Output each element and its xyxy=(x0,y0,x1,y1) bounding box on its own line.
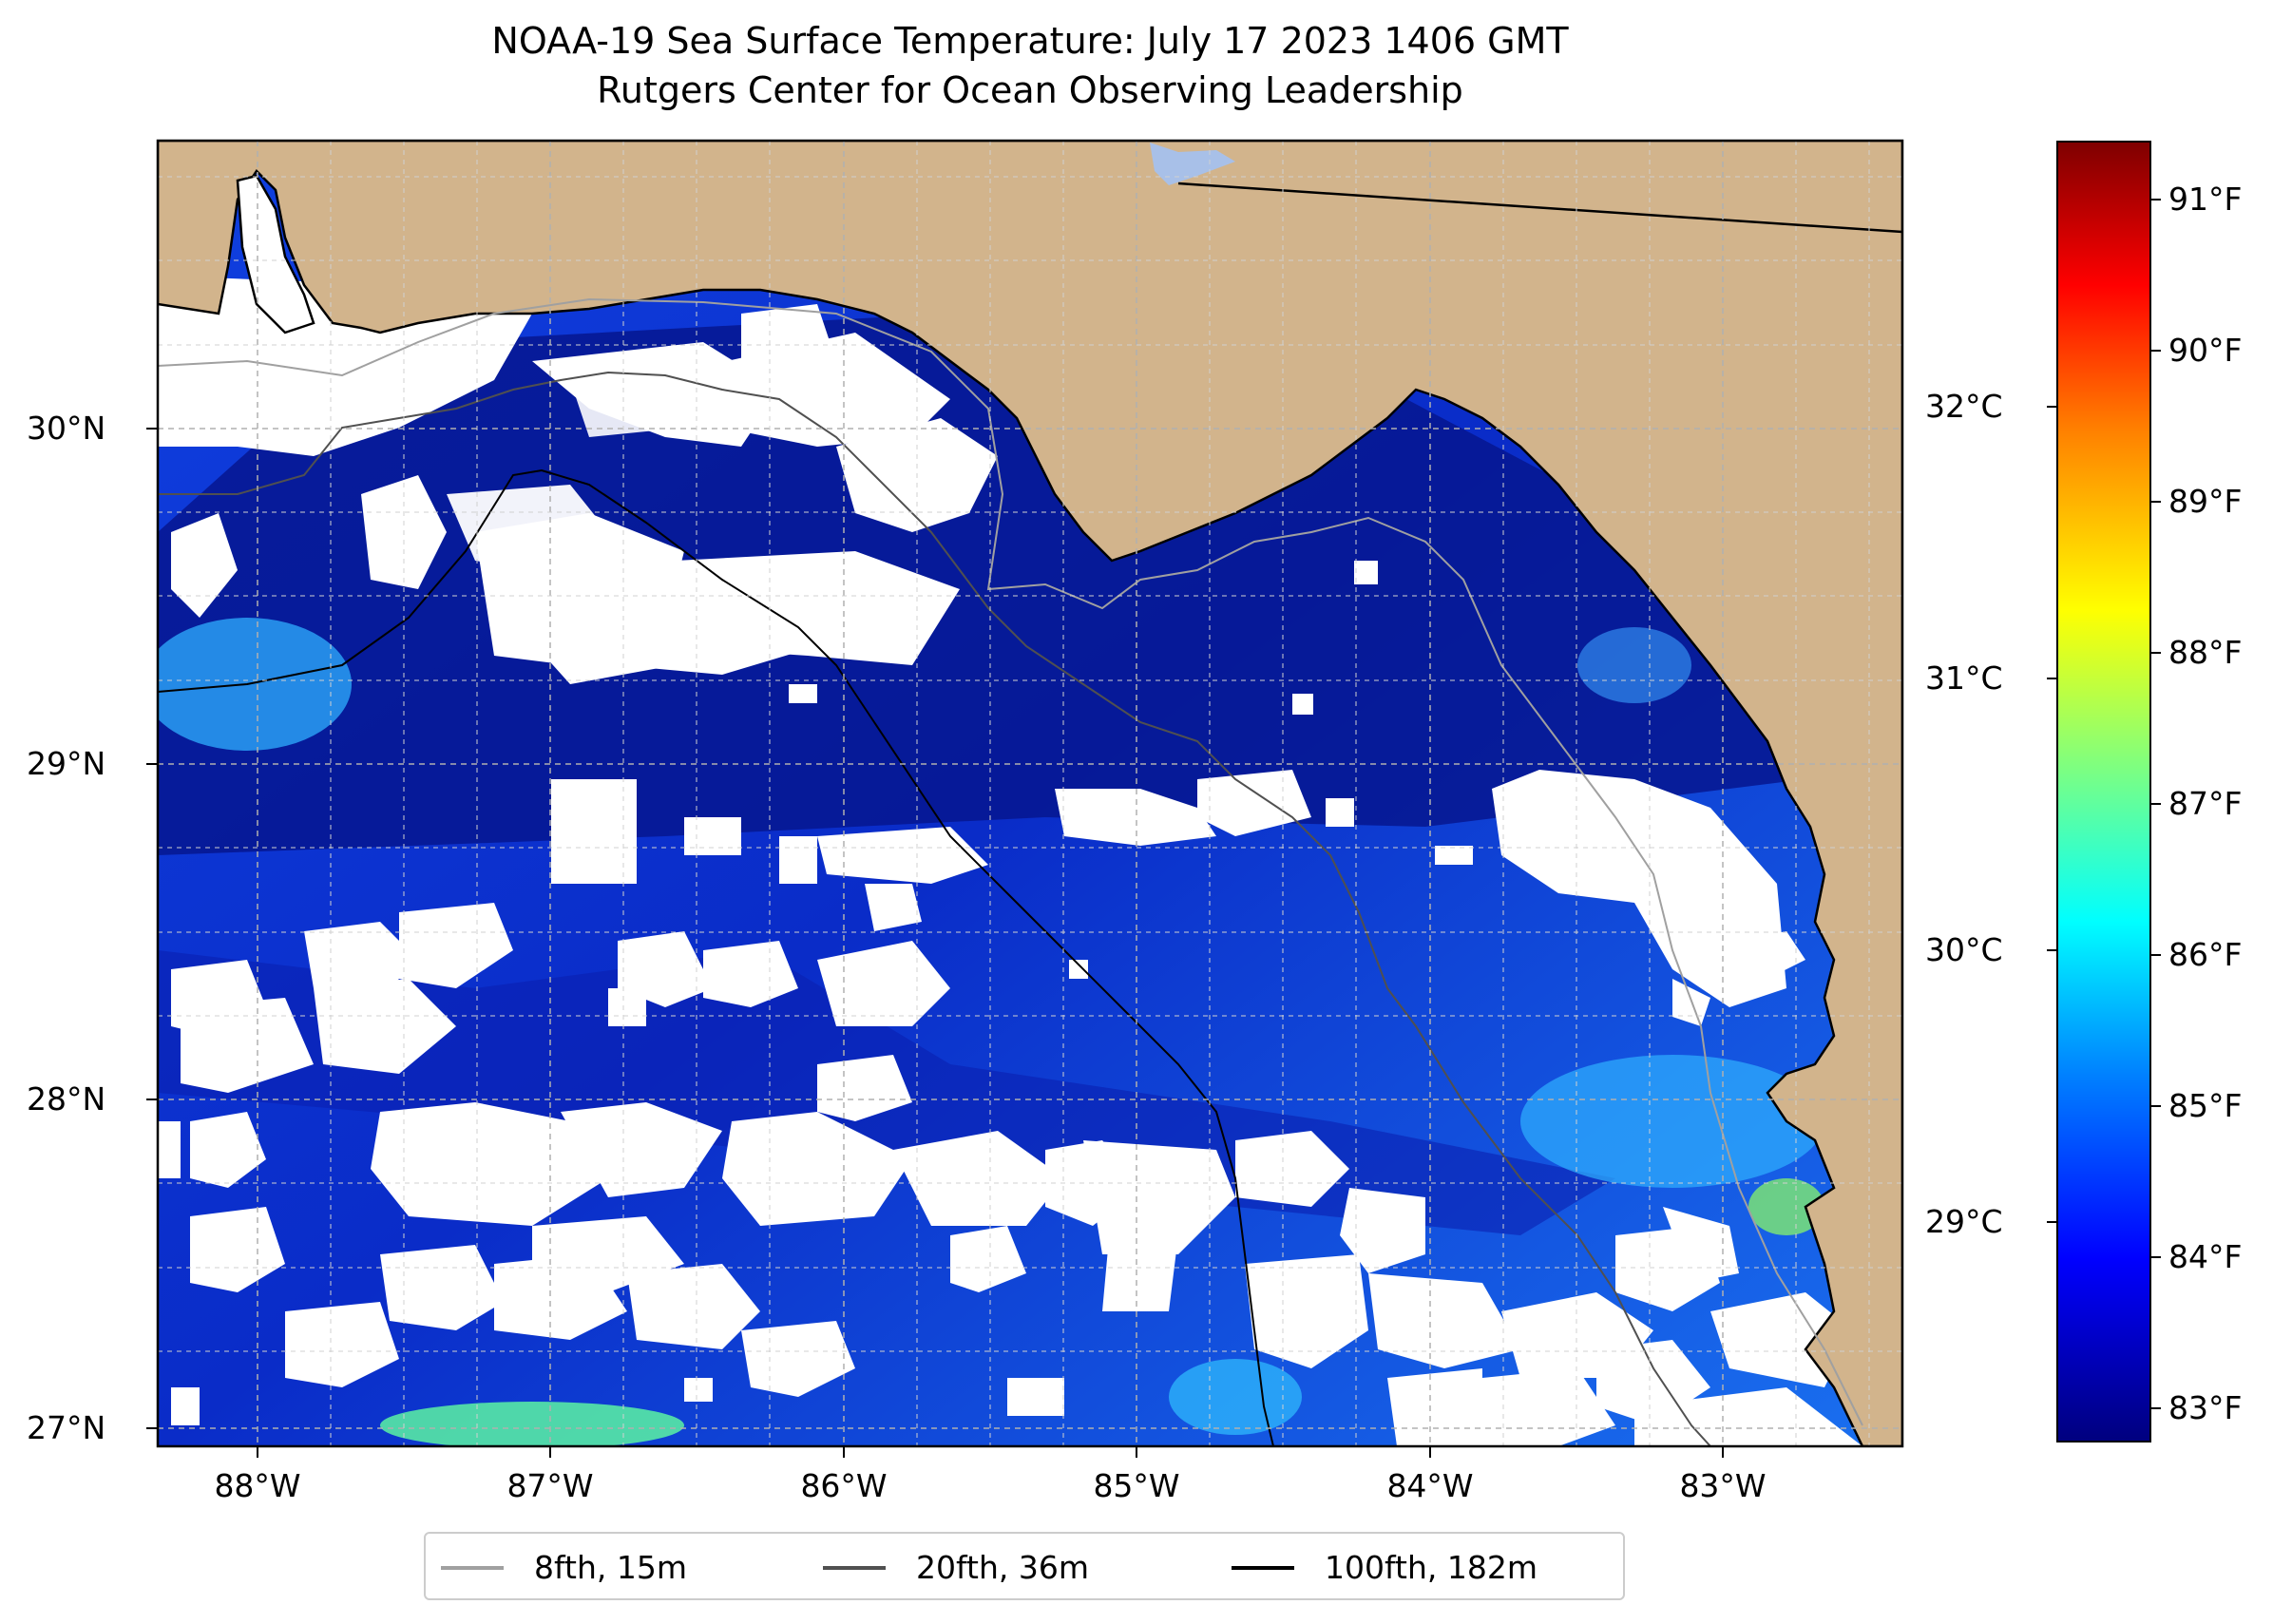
cb-label-87f: 87°F xyxy=(2168,785,2243,822)
cb-tick-f xyxy=(2151,1256,2161,1258)
cb-tick-c xyxy=(2047,678,2056,679)
cb-label-89f: 89°F xyxy=(2168,483,2243,520)
gridlines xyxy=(158,141,1902,1446)
warm-patch-south xyxy=(1169,1359,1302,1435)
lon-label-85w: 85°W xyxy=(1093,1467,1180,1504)
contour-182m xyxy=(158,468,1274,1446)
lat-label-27n: 27°N xyxy=(27,1409,106,1446)
map-title: NOAA-19 Sea Surface Temperature: July 17… xyxy=(491,20,1569,62)
cb-tick-f xyxy=(2151,1407,2161,1409)
warm-patch-bigbend xyxy=(1577,627,1691,703)
cool-water-band xyxy=(158,314,1805,855)
legend-item-182m: 100fth, 182m xyxy=(1232,1545,1612,1589)
lon-label-88w: 88°W xyxy=(214,1467,301,1504)
lat-label-28n: 28°N xyxy=(27,1080,106,1118)
cb-tick-c xyxy=(2047,1221,2056,1223)
lat-label-29n: 29°N xyxy=(27,745,106,782)
warm-patch-tampa xyxy=(1748,1178,1824,1235)
cb-label-31c: 31°C xyxy=(1925,659,2003,697)
cb-tick-f xyxy=(2151,803,2161,805)
contour-36m xyxy=(158,371,1711,1446)
cb-tick-f xyxy=(2151,652,2161,654)
cb-label-30c: 30°C xyxy=(1925,931,2003,968)
cb-tick-c xyxy=(2047,406,2056,408)
legend-label-182m: 100fth, 182m xyxy=(1325,1549,1538,1586)
cb-label-84f: 84°F xyxy=(2168,1238,2243,1275)
colorbar xyxy=(2056,141,2151,1442)
legend-item-15m: 8fth, 15m xyxy=(441,1545,754,1589)
lon-label-87w: 87°W xyxy=(506,1467,594,1504)
cb-tick-f xyxy=(2151,350,2161,352)
cb-label-90f: 90°F xyxy=(2168,332,2243,369)
legend-swatch-15m xyxy=(441,1566,504,1570)
cb-tick-f xyxy=(2151,501,2161,503)
cb-label-83f: 83°F xyxy=(2168,1389,2243,1426)
land xyxy=(158,141,1902,1446)
lake xyxy=(1150,143,1235,185)
axis-ticks xyxy=(146,428,1724,1458)
no-data-regions xyxy=(158,276,1862,1446)
cb-label-85f: 85°F xyxy=(2168,1087,2243,1124)
cb-label-91f: 91°F xyxy=(2168,181,2243,218)
cb-tick-f xyxy=(2151,1105,2161,1107)
lon-label-84w: 84°W xyxy=(1386,1467,1474,1504)
map-frame xyxy=(156,139,1904,1448)
warm-patch-west xyxy=(158,618,352,751)
cb-tick-c xyxy=(2047,949,2056,951)
mobile-bay xyxy=(236,174,315,334)
lat-label-30n: 30°N xyxy=(27,410,106,447)
legend-label-15m: 8fth, 15m xyxy=(534,1549,688,1586)
lon-label-86w: 86°W xyxy=(800,1467,888,1504)
cb-label-88f: 88°F xyxy=(2168,634,2243,671)
state-border xyxy=(1177,182,1902,234)
contour-15m xyxy=(158,297,1863,1426)
legend: 8fth, 15m 20fth, 36m 100fth, 182m xyxy=(424,1532,1625,1600)
cb-tick-f xyxy=(2151,199,2161,201)
warm-patch-southwest xyxy=(380,1402,684,1446)
cb-label-32c: 32°C xyxy=(1925,388,2003,425)
legend-swatch-36m xyxy=(823,1566,886,1570)
cb-label-29c: 29°C xyxy=(1925,1203,2003,1240)
lon-label-83w: 83°W xyxy=(1679,1467,1767,1504)
warm-patch-east xyxy=(1520,1055,1824,1188)
land-north xyxy=(158,141,1902,1446)
cb-tick-f xyxy=(2151,954,2161,956)
map-subtitle: Rutgers Center for Ocean Observing Leade… xyxy=(597,69,1463,111)
legend-swatch-182m xyxy=(1232,1566,1294,1570)
legend-label-36m: 20fth, 36m xyxy=(916,1549,1089,1586)
cb-label-86f: 86°F xyxy=(2168,936,2243,973)
legend-item-36m: 20fth, 36m xyxy=(823,1545,1146,1589)
